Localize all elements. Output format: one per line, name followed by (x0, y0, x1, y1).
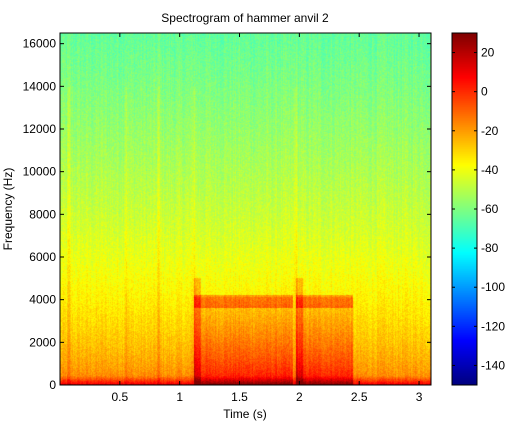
y-tick-label: 8000 (29, 207, 56, 221)
y-tick-label: 14000 (23, 79, 57, 93)
y-tick-label: 6000 (29, 250, 56, 264)
colorbar-tick-label: -140 (481, 358, 505, 372)
colorbar-tick-label: 20 (481, 46, 495, 60)
spectrogram-image (60, 33, 431, 385)
colorbar-tick-label: 0 (481, 85, 488, 99)
y-tick-label: 16000 (23, 37, 57, 51)
plot-frame (59, 32, 432, 386)
x-tick-label: 2 (296, 390, 303, 404)
x-axis: 0.5 1 1.5 2 2.5 3 (111, 33, 423, 404)
colorbar-tick-label: -80 (481, 241, 499, 255)
y-tick-label: 12000 (23, 122, 57, 136)
y-tick-label: 2000 (29, 335, 56, 349)
y-axis-label: Frequency (Hz) (1, 168, 15, 251)
colorbar-tick-label: -60 (481, 202, 499, 216)
y-tick-label: 4000 (29, 293, 56, 307)
colorbar-gradient (452, 33, 477, 385)
colorbar-tick-label: -40 (481, 163, 499, 177)
y-tick-label: 0 (49, 378, 56, 392)
colorbar: 20 0 -20 -40 -60 -80 -100 -120 -140 (451, 32, 505, 386)
y-axis: 0 2000 4000 6000 8000 10000 12000 14000 16000 (23, 37, 431, 392)
y-tick-label: 10000 (23, 165, 57, 179)
colorbar-tick-label: -100 (481, 280, 505, 294)
plot-area (59, 32, 432, 386)
colorbar-axis: 20 0 -20 -40 -60 -80 -100 -120 -140 (452, 46, 505, 372)
x-axis-label: Time (s) (223, 407, 267, 421)
colorbar-tick-label: -20 (481, 124, 499, 138)
chart-title: Spectrogram of hammer anvil 2 (161, 11, 329, 25)
x-tick-label: 3 (416, 390, 423, 404)
colorbar-tick-label: -120 (481, 319, 505, 333)
x-tick-label: 1.5 (231, 390, 248, 404)
x-tick-label: 0.5 (111, 390, 128, 404)
x-tick-label: 2.5 (351, 390, 368, 404)
x-tick-label: 1 (176, 390, 183, 404)
